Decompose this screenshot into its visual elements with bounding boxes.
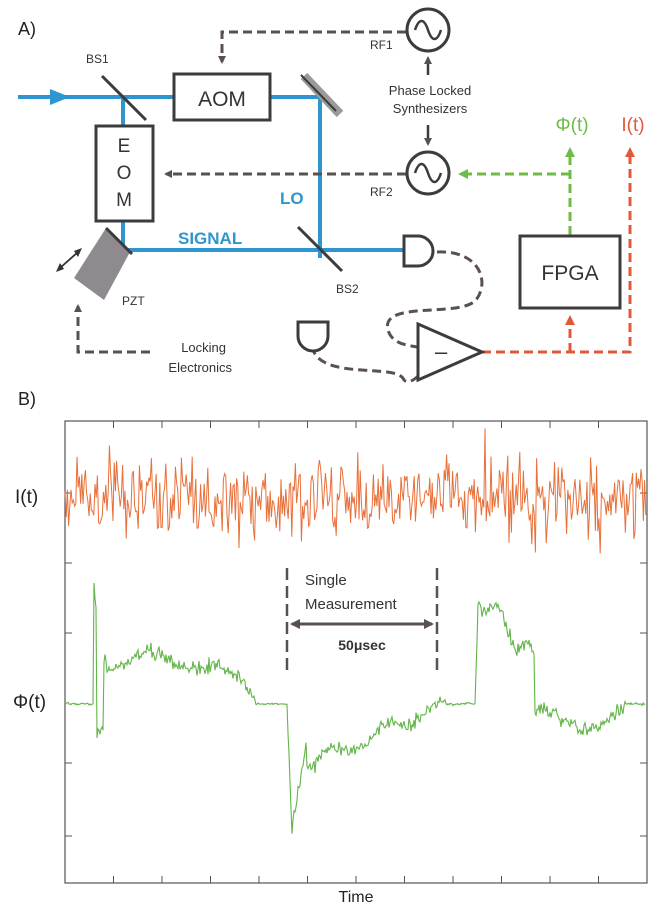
phi-axis-label: Φ(t) [13, 692, 46, 713]
diff-amp-minus: – [435, 339, 448, 364]
rf1-synthesizer [405, 7, 451, 53]
eom-label-e: E [118, 136, 131, 157]
phi-trace [64, 582, 646, 834]
eom-box [94, 124, 155, 223]
locking-label-line1: Locking [181, 340, 226, 355]
locking-to-pzt-line [74, 304, 150, 354]
annotation-duration: 50μsec [338, 637, 386, 653]
rf1-label: RF1 [370, 38, 393, 52]
detector2-cable [310, 345, 420, 384]
annotation-line2: Measurement [305, 596, 398, 613]
synth-label-line1: Phase Locked [389, 83, 471, 98]
eom-label-m: M [116, 190, 132, 211]
i-output-line [482, 147, 635, 354]
annotation-line1: Single [305, 572, 347, 589]
sine-wave-icon [413, 162, 443, 184]
synth-label-line2: Synthesizers [393, 101, 468, 116]
bs1-label: BS1 [86, 52, 109, 66]
eom-label-o: O [117, 163, 132, 184]
i-axis-label: I(t) [15, 487, 38, 508]
sine-wave-icon [413, 19, 443, 41]
i-output-label: I(t) [621, 115, 644, 136]
plot-area [64, 420, 648, 884]
lo-label: LO [280, 189, 304, 208]
fold-mirror-edge [300, 74, 337, 112]
signal-label: SIGNAL [178, 229, 242, 248]
beam-splitter-2 [296, 225, 344, 273]
rf2-synthesizer [405, 150, 451, 196]
pzt-motion-arrowhead-a [56, 263, 64, 272]
axis-ticks [65, 421, 647, 883]
control-lines [74, 30, 484, 384]
i-trace [64, 428, 647, 554]
photodetector-1 [402, 234, 435, 268]
pzt-motion-arrowhead-b [74, 248, 82, 257]
pzt-mirror-surface [104, 226, 134, 256]
rf1-to-aom-line [218, 30, 406, 64]
locking-label-line2: Electronics [168, 360, 232, 375]
panel-a-label: A) [18, 19, 36, 39]
differential-amplifier [416, 321, 486, 383]
pzt-motion-arrow [59, 251, 79, 269]
phi-output-label: Φ(t) [555, 115, 588, 136]
pzt-mirror [56, 226, 134, 300]
input-beam-arrow [50, 89, 70, 105]
panel-b-label: B) [18, 389, 36, 409]
aom-box [172, 72, 272, 122]
aom-label: AOM [198, 88, 246, 111]
pzt-actuator [74, 228, 130, 300]
rf2-label: RF2 [370, 185, 393, 199]
beam-splitter-1 [100, 74, 148, 122]
fpga-label: FPGA [541, 262, 598, 285]
bs2-label: BS2 [336, 282, 359, 296]
photodetector-2 [296, 320, 330, 353]
fpga-box [518, 234, 622, 310]
x-axis-label: Time [339, 889, 374, 906]
pzt-label: PZT [122, 294, 145, 308]
detector1-cable [386, 250, 484, 352]
